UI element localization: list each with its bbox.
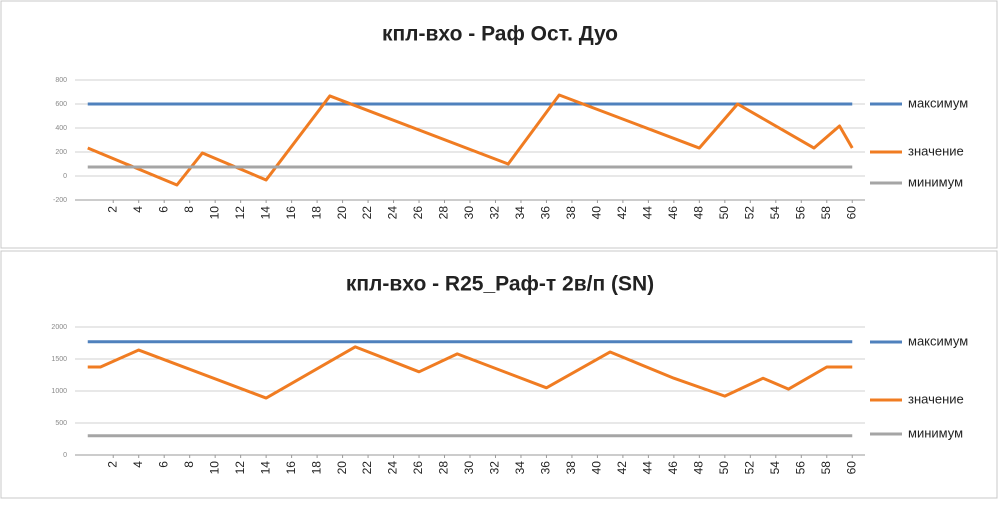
x-tick-label: 58	[819, 461, 833, 475]
x-tick-label: 44	[641, 461, 655, 475]
x-tick-label: 30	[462, 206, 476, 220]
x-tick-label: 22	[360, 461, 374, 475]
x-tick-label: 10	[207, 206, 221, 220]
x-tick-label: 60	[844, 206, 858, 220]
x-tick-label: 32	[488, 461, 502, 475]
x-tick-label: 28	[437, 206, 451, 220]
y-tick-label: 400	[55, 125, 67, 132]
x-tick-label: 32	[488, 206, 502, 220]
x-tick-label: 18	[309, 206, 323, 220]
x-tick-label: 26	[411, 461, 425, 475]
x-tick-label: 2	[105, 206, 119, 213]
x-tick-label: 24	[386, 206, 400, 220]
x-tick-label: 42	[615, 461, 629, 475]
x-tick-label: 10	[207, 461, 221, 475]
x-tick-label: 24	[386, 461, 400, 475]
x-tick-label: 38	[564, 206, 578, 220]
x-tick-label: 16	[284, 461, 298, 475]
x-tick-label: 48	[692, 461, 706, 475]
y-tick-label: 0	[63, 173, 67, 180]
x-tick-label: 56	[793, 461, 807, 475]
x-tick-label: 4	[131, 206, 145, 213]
y-tick-label: 500	[55, 420, 67, 427]
y-tick-label: 1500	[51, 356, 67, 363]
y-tick-label: 200	[55, 149, 67, 156]
legend-label: максимум	[908, 95, 968, 110]
y-tick-label: 0	[63, 452, 67, 459]
x-tick-label: 12	[233, 206, 247, 220]
x-tick-label: 16	[284, 206, 298, 220]
x-tick-label: 2	[105, 461, 119, 468]
x-tick-label: 42	[615, 206, 629, 220]
x-tick-label: 4	[131, 461, 145, 468]
y-tick-label: 1000	[51, 388, 67, 395]
y-tick-label: 800	[55, 77, 67, 84]
x-tick-label: 6	[156, 206, 170, 213]
x-tick-label: 50	[717, 206, 731, 220]
x-tick-label: 14	[258, 206, 272, 220]
series-line	[87, 93, 854, 187]
x-tick-label: 52	[742, 206, 756, 220]
x-tick-label: 20	[335, 461, 349, 475]
x-tick-label: 34	[513, 206, 527, 220]
x-tick-label: 14	[258, 461, 272, 475]
legend-label: минимум	[908, 425, 963, 440]
series-line	[87, 345, 853, 400]
panel	[0, 0, 998, 249]
x-tick-label: 8	[182, 461, 196, 468]
x-tick-label: 26	[411, 206, 425, 220]
x-tick-label: 28	[437, 461, 451, 475]
y-tick-label: -200	[53, 197, 67, 204]
legend-label: значение	[908, 143, 964, 158]
x-tick-label: 36	[539, 206, 553, 220]
chart-title: кпл-вхо - R25_Раф-т 2в/п (SN)	[346, 273, 654, 296]
x-tick-label: 30	[462, 461, 476, 475]
panel	[0, 250, 998, 499]
x-tick-label: 34	[513, 461, 527, 475]
x-tick-label: 48	[692, 206, 706, 220]
x-tick-label: 36	[539, 461, 553, 475]
x-tick-label: 60	[844, 461, 858, 475]
x-tick-label: 40	[590, 461, 604, 475]
x-tick-label: 6	[156, 461, 170, 468]
chart-title: кпл-вхо - Раф Ост. Дуо	[382, 23, 618, 46]
x-tick-label: 44	[641, 206, 655, 220]
x-tick-label: 20	[335, 206, 349, 220]
y-tick-label: 600	[55, 101, 67, 108]
x-tick-label: 22	[360, 206, 374, 220]
x-tick-label: 50	[717, 461, 731, 475]
x-tick-label: 12	[233, 461, 247, 475]
x-tick-label: 40	[590, 206, 604, 220]
legend-label: значение	[908, 391, 964, 406]
x-tick-label: 58	[819, 206, 833, 220]
x-tick-label: 54	[768, 206, 782, 220]
x-tick-label: 46	[666, 206, 680, 220]
legend-label: минимум	[908, 174, 963, 189]
x-tick-label: 46	[666, 461, 680, 475]
x-tick-label: 8	[182, 206, 196, 213]
x-tick-label: 56	[793, 206, 807, 220]
x-tick-label: 54	[768, 461, 782, 475]
x-tick-label: 18	[309, 461, 323, 475]
legend-label: максимум	[908, 333, 968, 348]
x-tick-label: 52	[742, 461, 756, 475]
x-tick-label: 38	[564, 461, 578, 475]
y-tick-label: 2000	[51, 324, 67, 331]
